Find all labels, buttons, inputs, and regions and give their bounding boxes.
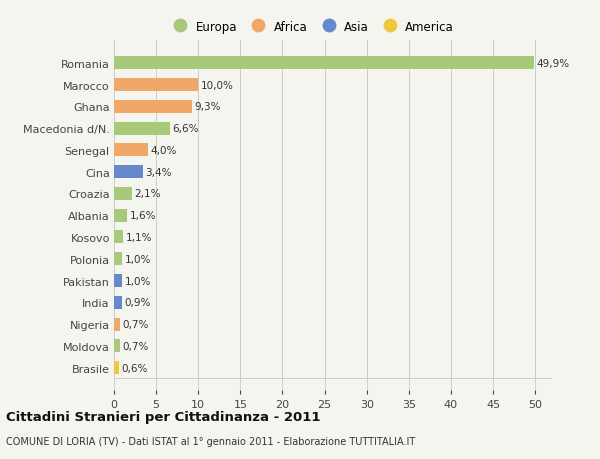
Text: 10,0%: 10,0%: [201, 80, 233, 90]
Text: 0,6%: 0,6%: [122, 363, 148, 373]
Text: 6,6%: 6,6%: [172, 124, 199, 134]
Text: Cittadini Stranieri per Cittadinanza - 2011: Cittadini Stranieri per Cittadinanza - 2…: [6, 410, 320, 423]
Legend: Europa, Africa, Asia, America: Europa, Africa, Asia, America: [164, 16, 458, 38]
Bar: [114, 144, 148, 157]
Bar: [114, 209, 127, 222]
Text: 4,0%: 4,0%: [150, 146, 176, 156]
Bar: [114, 166, 143, 179]
Text: 49,9%: 49,9%: [537, 59, 570, 69]
Bar: [114, 231, 123, 244]
Bar: [114, 187, 131, 201]
Text: COMUNE DI LORIA (TV) - Dati ISTAT al 1° gennaio 2011 - Elaborazione TUTTITALIA.I: COMUNE DI LORIA (TV) - Dati ISTAT al 1° …: [6, 437, 415, 446]
Bar: [114, 274, 122, 287]
Bar: [114, 79, 198, 92]
Text: 1,1%: 1,1%: [126, 232, 152, 242]
Text: 9,3%: 9,3%: [195, 102, 221, 112]
Text: 0,7%: 0,7%: [122, 319, 149, 329]
Bar: [114, 361, 119, 374]
Text: 1,6%: 1,6%: [130, 211, 157, 221]
Bar: [114, 57, 535, 70]
Text: 1,0%: 1,0%: [125, 276, 151, 286]
Bar: [114, 318, 120, 331]
Bar: [114, 101, 193, 114]
Bar: [114, 123, 170, 135]
Text: 0,7%: 0,7%: [122, 341, 149, 351]
Text: 2,1%: 2,1%: [134, 189, 161, 199]
Bar: [114, 252, 122, 266]
Text: 3,4%: 3,4%: [145, 167, 172, 177]
Text: 1,0%: 1,0%: [125, 254, 151, 264]
Text: 0,9%: 0,9%: [124, 297, 151, 308]
Bar: [114, 340, 120, 353]
Bar: [114, 296, 122, 309]
